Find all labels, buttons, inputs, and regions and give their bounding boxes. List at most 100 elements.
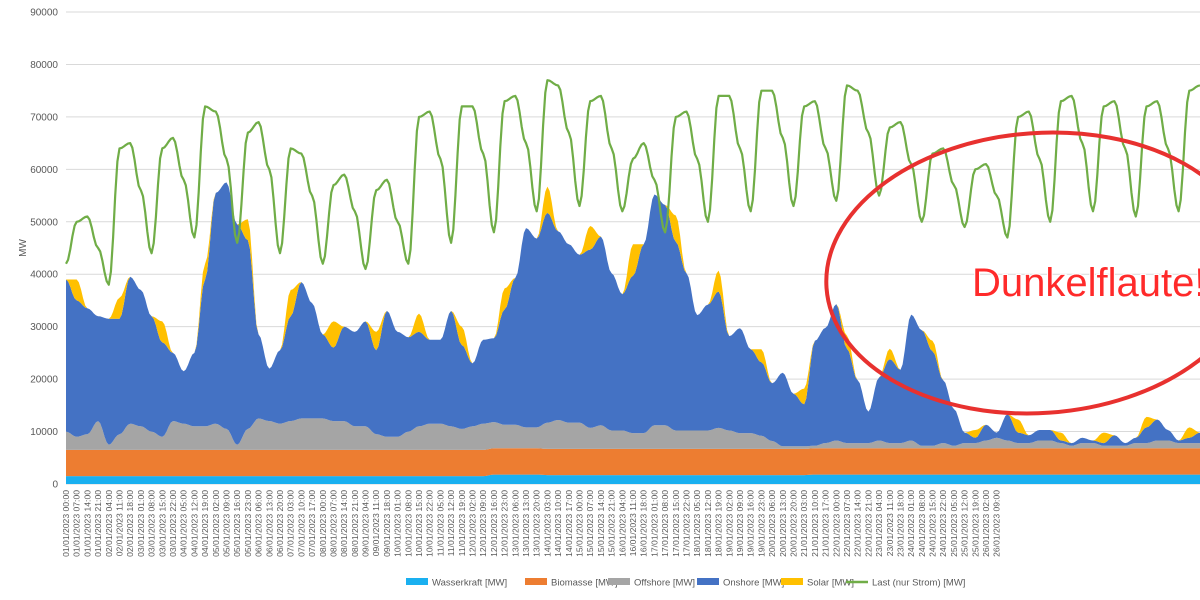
y-tick-label: 40000 bbox=[30, 270, 58, 281]
y-tick-label: 90000 bbox=[30, 8, 58, 19]
x-tick-label: 12/01/2023 09:00 bbox=[478, 490, 488, 557]
x-tick-label: 01/01/2023 14:00 bbox=[82, 490, 92, 557]
x-tick-label: 20/01/2023 13:00 bbox=[778, 490, 788, 557]
area-wasserkraft-mw bbox=[66, 474, 1200, 484]
x-tick-label: 23/01/2023 04:00 bbox=[874, 490, 884, 557]
x-tick-label: 07/01/2023 10:00 bbox=[296, 490, 306, 557]
x-tick-label: 01/01/2023 07:00 bbox=[72, 490, 82, 557]
area-biomasse-mw bbox=[66, 448, 1200, 477]
x-tick-label: 09/01/2023 04:00 bbox=[361, 490, 371, 557]
x-tick-label: 20/01/2023 20:00 bbox=[789, 490, 799, 557]
x-tick-label: 16/01/2023 11:00 bbox=[628, 490, 638, 556]
legend-label: Wasserkraft [MW] bbox=[432, 578, 507, 589]
line-last bbox=[65, 79, 1200, 286]
x-tick-label: 22/01/2023 07:00 bbox=[842, 490, 852, 557]
y-tick-label: 30000 bbox=[30, 322, 58, 333]
x-tick-label: 13/01/2023 06:00 bbox=[510, 490, 520, 557]
legend-swatch bbox=[406, 578, 428, 585]
area-solar-mw bbox=[66, 182, 1200, 444]
area-offshore-mw bbox=[66, 418, 1200, 450]
x-tick-label: 24/01/2023 15:00 bbox=[928, 490, 938, 557]
y-tick-label: 50000 bbox=[30, 217, 58, 228]
x-tick-label: 08/01/2023 00:00 bbox=[318, 490, 328, 557]
x-tick-label: 16/01/2023 04:00 bbox=[617, 490, 627, 557]
x-tick-label: 05/01/2023 02:00 bbox=[211, 490, 221, 557]
x-tick-label: 24/01/2023 08:00 bbox=[917, 490, 927, 557]
x-tick-label: 14/01/2023 03:00 bbox=[542, 490, 552, 557]
legend-item: Offshore [MW] bbox=[608, 578, 695, 589]
x-tick-label: 26/01/2023 02:00 bbox=[981, 490, 991, 557]
x-tick-label: 20/01/2023 06:00 bbox=[767, 490, 777, 557]
legend-item: Wasserkraft [MW] bbox=[406, 578, 507, 589]
x-tick-label: 14/01/2023 17:00 bbox=[564, 490, 574, 557]
y-axis: 0 10000 20000 30000 40000 50000 60000 70000 8000… bbox=[30, 8, 58, 491]
x-tick-label: 05/01/2023 09:00 bbox=[222, 490, 232, 557]
y-tick-label: 10000 bbox=[30, 427, 58, 438]
y-tick-label: 80000 bbox=[30, 60, 58, 71]
x-tick-label: 15/01/2023 07:00 bbox=[585, 490, 595, 557]
x-tick-label: 03/01/2023 15:00 bbox=[157, 490, 167, 557]
x-tick-label: 25/01/2023 19:00 bbox=[970, 490, 980, 557]
x-tick-label: 22/01/2023 00:00 bbox=[831, 490, 841, 557]
legend-swatch bbox=[608, 578, 630, 585]
stacked-areas bbox=[66, 182, 1200, 484]
x-tick-label: 11/01/2023 12:00 bbox=[446, 490, 456, 556]
x-tick-label: 22/01/2023 21:00 bbox=[863, 490, 873, 557]
x-tick-label: 15/01/2023 00:00 bbox=[575, 490, 585, 557]
x-tick-label: 17/01/2023 01:00 bbox=[649, 490, 659, 557]
x-tick-label: 12/01/2023 23:00 bbox=[500, 490, 510, 557]
x-tick-label: 10/01/2023 01:00 bbox=[393, 490, 403, 557]
annotation-text: Dunkelflaute! bbox=[972, 261, 1200, 305]
x-tick-label: 10/01/2023 22:00 bbox=[425, 490, 435, 557]
x-tick-label: 06/01/2023 13:00 bbox=[264, 490, 274, 557]
annotation: Dunkelflaute! bbox=[824, 130, 1200, 416]
legend-item: Solar [MW] bbox=[781, 578, 854, 589]
x-tick-label: 06/01/2023 06:00 bbox=[254, 490, 264, 557]
x-tick-label: 07/01/2023 03:00 bbox=[286, 490, 296, 557]
x-tick-label: 23/01/2023 18:00 bbox=[896, 490, 906, 557]
legend-label: Biomasse [MW] bbox=[551, 578, 618, 589]
x-tick-label: 21/01/2023 10:00 bbox=[810, 490, 820, 557]
legend-swatch bbox=[781, 578, 803, 585]
legend-label: Solar [MW] bbox=[807, 578, 854, 589]
legend-label: Onshore [MW] bbox=[723, 578, 784, 589]
x-tick-label: 18/01/2023 05:00 bbox=[692, 490, 702, 557]
x-tick-label: 14/01/2023 10:00 bbox=[553, 490, 563, 557]
x-tick-label: 15/01/2023 21:00 bbox=[607, 490, 617, 557]
x-tick-label: 26/01/2023 09:00 bbox=[992, 490, 1002, 557]
x-tick-label: 08/01/2023 21:00 bbox=[350, 490, 360, 557]
x-tick-label: 02/01/2023 18:00 bbox=[125, 490, 135, 557]
x-tick-label: 25/01/2023 12:00 bbox=[960, 490, 970, 557]
x-tick-label: 13/01/2023 20:00 bbox=[532, 490, 542, 557]
x-tick-label: 04/01/2023 19:00 bbox=[200, 490, 210, 557]
x-tick-label: 22/01/2023 14:00 bbox=[853, 490, 863, 557]
x-tick-label: 11/01/2023 05:00 bbox=[435, 490, 445, 556]
y-tick-label: 60000 bbox=[30, 165, 58, 176]
y-tick-label: 70000 bbox=[30, 112, 58, 123]
x-tick-label: 11/01/2023 19:00 bbox=[457, 490, 467, 556]
legend: Wasserkraft [MW] Biomasse [MW] Offshore [M… bbox=[406, 578, 965, 589]
x-tick-label: 09/01/2023 11:00 bbox=[371, 490, 381, 556]
x-tick-label: 08/01/2023 07:00 bbox=[329, 490, 339, 557]
x-tick-label: 12/01/2023 16:00 bbox=[489, 490, 499, 557]
line-series bbox=[65, 79, 1200, 286]
x-tick-label: 06/01/2023 20:00 bbox=[275, 490, 285, 557]
x-tick-label: 21/01/2023 17:00 bbox=[821, 490, 831, 557]
x-tick-label: 04/01/2023 05:00 bbox=[179, 490, 189, 557]
x-tick-label: 04/01/2023 12:00 bbox=[189, 490, 199, 557]
x-tick-label: 25/01/2023 05:00 bbox=[949, 490, 959, 557]
x-tick-label: 24/01/2023 01:00 bbox=[906, 490, 916, 557]
y-tick-label: 20000 bbox=[30, 375, 58, 386]
legend-label: Offshore [MW] bbox=[634, 578, 695, 589]
x-tick-label: 10/01/2023 08:00 bbox=[403, 490, 413, 557]
x-axis: 01/01/2023 00:00 01/01/2023 07:00 01/01/20… bbox=[61, 490, 1002, 557]
x-tick-label: 19/01/2023 02:00 bbox=[724, 490, 734, 557]
x-tick-label: 17/01/2023 08:00 bbox=[660, 490, 670, 557]
x-tick-label: 13/01/2023 13:00 bbox=[521, 490, 531, 557]
x-tick-label: 01/01/2023 00:00 bbox=[61, 490, 71, 557]
x-tick-label: 16/01/2023 18:00 bbox=[639, 490, 649, 557]
x-tick-label: 17/01/2023 22:00 bbox=[682, 490, 692, 557]
legend-swatch bbox=[697, 578, 719, 585]
x-tick-label: 17/01/2023 15:00 bbox=[671, 490, 681, 557]
